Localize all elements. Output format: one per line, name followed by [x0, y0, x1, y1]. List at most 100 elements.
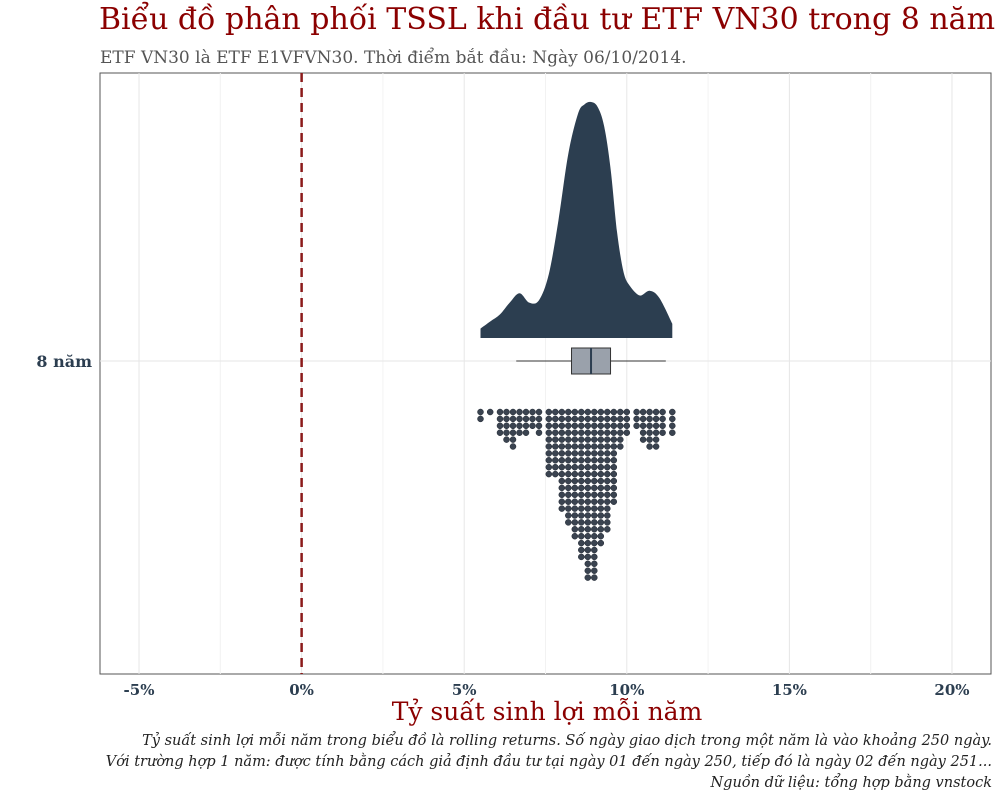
dot-point [639, 429, 647, 436]
dot-point [633, 422, 640, 430]
dot-point [565, 491, 572, 499]
dot-point [571, 484, 579, 492]
dot-point [584, 408, 592, 416]
dot-point [558, 450, 566, 457]
dot-point [516, 408, 523, 416]
dot-point [610, 415, 618, 423]
dot-point [659, 429, 666, 436]
dot-point [571, 477, 579, 485]
dot-point [529, 408, 536, 416]
dot-point [591, 505, 598, 512]
dot-point [571, 498, 579, 505]
dot-point [545, 436, 553, 443]
dot-point [591, 532, 598, 540]
dot-point [477, 415, 484, 423]
dot-point [591, 450, 598, 457]
dot-point [604, 422, 611, 430]
dot-point [522, 408, 530, 416]
dot-point [578, 539, 585, 547]
dot-point [565, 436, 572, 443]
dot-point [565, 457, 572, 464]
dot-point [623, 415, 631, 423]
dot-point [509, 443, 517, 450]
dot-point [571, 519, 579, 526]
dot-point [604, 477, 611, 485]
dot-point [591, 498, 598, 505]
dot-point [652, 429, 660, 436]
dot-point [486, 408, 494, 416]
dot-point [516, 415, 523, 423]
dot-point [545, 429, 553, 436]
dot-point [578, 532, 585, 540]
dot-point [571, 532, 579, 540]
dot-point [604, 498, 611, 505]
caption-line-3: Nguồn dữ liệu: tổng hợp bằng vnstock [710, 775, 992, 791]
dot-point [578, 457, 585, 464]
dot-point [639, 408, 647, 416]
dot-point [584, 443, 592, 450]
dot-point [604, 491, 611, 499]
dot-point [516, 429, 523, 436]
dot-point [584, 498, 592, 505]
dot-point [558, 477, 566, 485]
dot-point [604, 450, 611, 457]
x-tick-label: 10% [609, 681, 644, 699]
dot-point [503, 415, 510, 423]
dot-point [522, 429, 530, 436]
dot-point [571, 443, 579, 450]
dot-point [584, 532, 592, 540]
x-tick-label: 0% [289, 681, 314, 699]
dot-point [584, 422, 592, 430]
dot-point [591, 484, 598, 492]
dot-point [584, 491, 592, 499]
x-tick-labels: -5% 0% 5% 10% 15% 20% [124, 681, 970, 699]
dot-point [669, 408, 676, 416]
dot-point [584, 450, 592, 457]
dot-point [578, 436, 585, 443]
dot-point [571, 422, 579, 430]
dot-point [659, 415, 666, 423]
dot-point [558, 436, 566, 443]
dot-point [578, 546, 585, 554]
dot-point [509, 408, 517, 416]
dot-point [565, 463, 572, 471]
dot-point [591, 539, 598, 547]
dot-point [545, 408, 553, 416]
dot-point [597, 477, 605, 485]
dot-point [565, 484, 572, 492]
dot-point [496, 422, 504, 430]
dot-point [584, 574, 592, 581]
dot-point [545, 470, 553, 478]
dot-point [604, 505, 611, 512]
dot-point [565, 477, 572, 485]
dot-point [623, 408, 631, 416]
dot-point [545, 450, 553, 457]
dot-point [552, 436, 559, 443]
dot-point [571, 450, 579, 457]
dot-point [565, 505, 572, 512]
dot-point [565, 470, 572, 478]
dot-point [610, 477, 618, 485]
dot-point [604, 443, 611, 450]
y-category-label: 8 năm [36, 352, 92, 371]
dot-point [552, 422, 559, 430]
dot-point [552, 450, 559, 457]
dot-point [591, 560, 598, 568]
dot-point [522, 415, 530, 423]
dot-point [669, 422, 676, 430]
dot-point [558, 457, 566, 464]
dot-point [565, 450, 572, 457]
dot-point [652, 443, 660, 450]
dot-point [591, 408, 598, 416]
chart-subtitle: ETF VN30 là ETF E1VFVN30. Thời điểm bắt … [100, 48, 687, 68]
dot-point [529, 415, 536, 423]
dot-point [545, 422, 553, 430]
dot-point [584, 526, 592, 533]
dot-point [652, 415, 660, 423]
dot-point [591, 457, 598, 464]
dot-point [522, 422, 530, 430]
dot-point [597, 491, 605, 499]
dot-point [503, 436, 510, 443]
dot-point [565, 429, 572, 436]
dot-point [597, 484, 605, 492]
